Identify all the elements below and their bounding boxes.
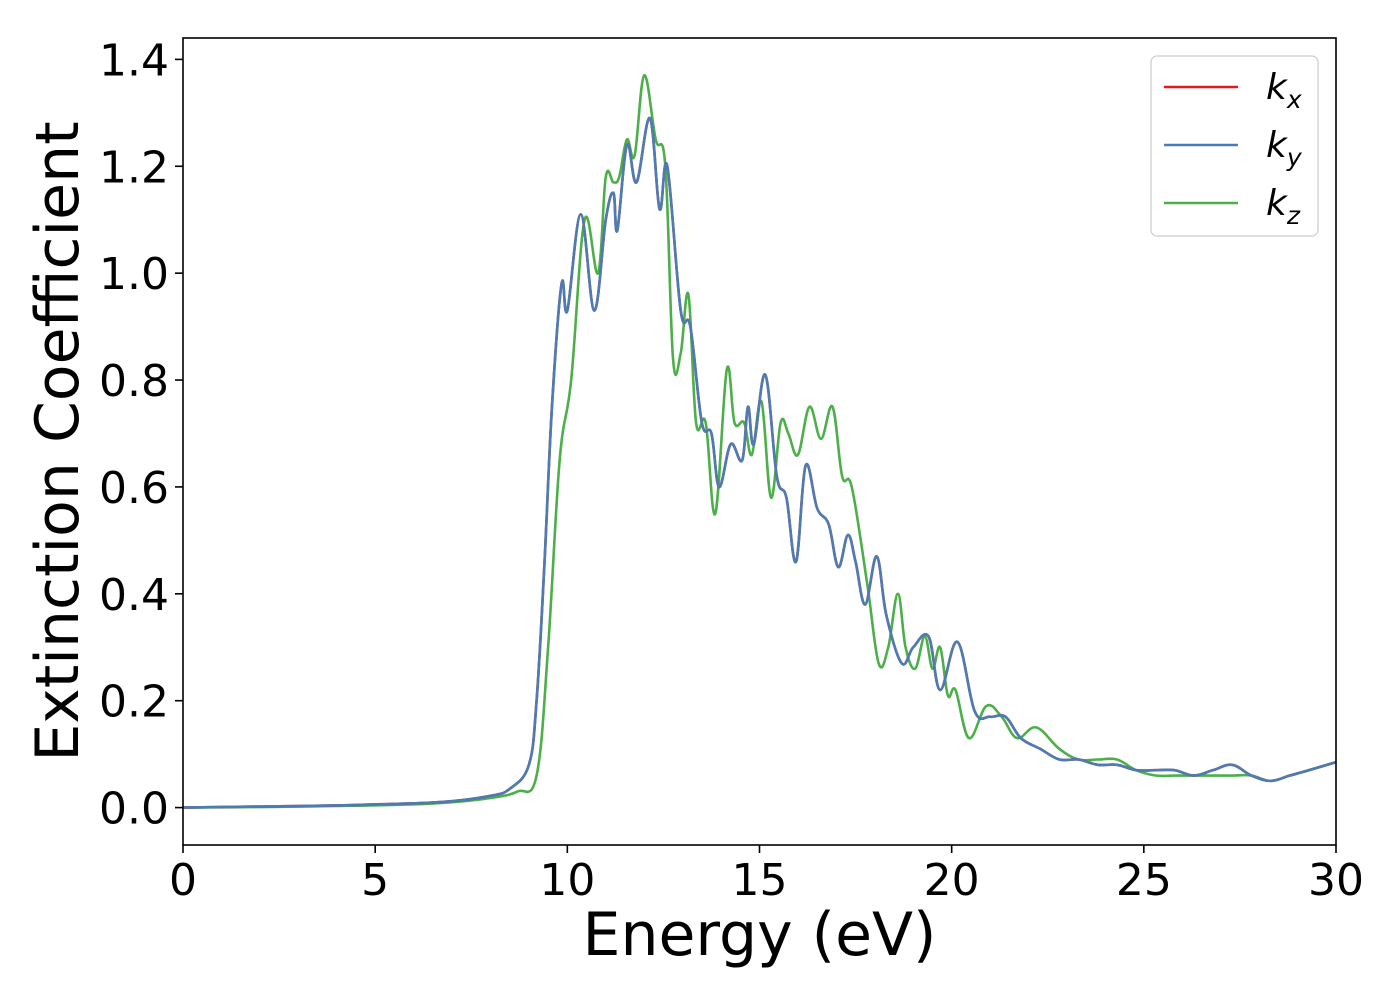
y-axis-ticks: 0.0 0.2 0.4 0.6 0.8 1.0 1.2 1.4 xyxy=(99,35,183,835)
legend-label-x: kx xyxy=(1266,67,1302,114)
y-tick-label: 0.2 xyxy=(99,677,169,728)
legend: kx ky kz xyxy=(1150,55,1319,237)
x-axis-ticks: 0 5 10 15 20 25 30 xyxy=(169,845,1364,906)
y-axis-title: Extinction Coefficient xyxy=(23,121,93,761)
y-tick-label: 1.0 xyxy=(99,249,169,300)
x-tick-label: 20 xyxy=(924,855,980,906)
y-tick-label: 1.4 xyxy=(99,35,169,86)
legend-label-y: ky xyxy=(1266,125,1303,172)
y-tick-label: 0.8 xyxy=(99,356,169,407)
x-tick-label: 15 xyxy=(732,855,788,906)
y-tick-label: 0.0 xyxy=(99,784,169,835)
legend-label-z: kz xyxy=(1266,183,1301,230)
x-tick-label: 0 xyxy=(169,855,197,906)
x-axis-title: Energy (eV) xyxy=(583,900,937,970)
x-tick-label: 5 xyxy=(361,855,389,906)
x-tick-label: 25 xyxy=(1116,855,1172,906)
x-tick-label: 30 xyxy=(1308,855,1364,906)
x-tick-label: 10 xyxy=(539,855,595,906)
y-tick-label: 1.2 xyxy=(99,142,169,193)
y-tick-label: 0.4 xyxy=(99,570,169,621)
plot-lines xyxy=(183,74,1336,809)
series-line-y xyxy=(183,116,1336,809)
y-tick-label: 0.6 xyxy=(99,463,169,514)
